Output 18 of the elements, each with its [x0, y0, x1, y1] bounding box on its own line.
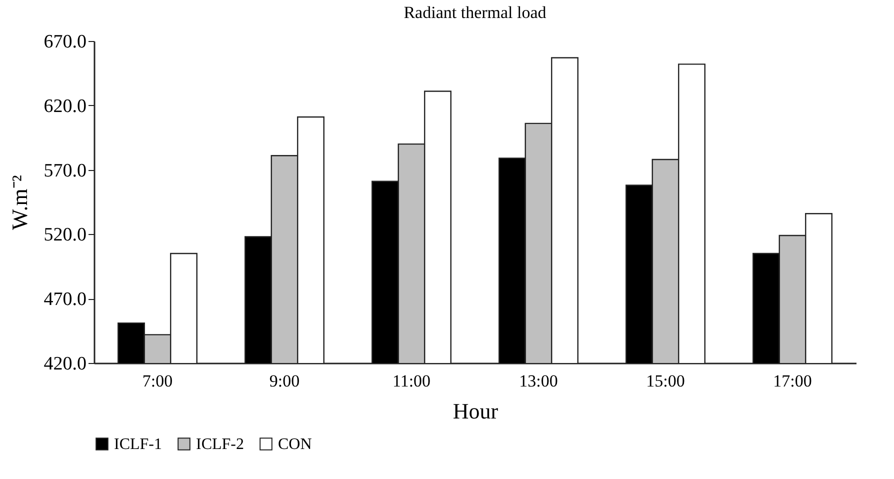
y-tick-label: 670.0 [44, 32, 86, 52]
y-tick-label: 470.0 [44, 289, 86, 310]
legend-label: ICLF-2 [196, 436, 244, 453]
chart-title: Radiant thermal load [404, 3, 547, 22]
y-tick-label: 520.0 [44, 224, 86, 246]
legend-label: CON [278, 436, 312, 453]
y-tick-label: 420.0 [44, 354, 86, 374]
y-axis-title: W.m⁻² [6, 174, 32, 230]
x-tick-label: 11:00 [392, 372, 431, 390]
y-tick-label: 570.0 [44, 160, 86, 182]
x-tick-label: 13:00 [519, 372, 558, 390]
y-tick-label: 620.0 [44, 96, 86, 117]
x-tick-label: 9:00 [269, 372, 300, 390]
x-axis-title: Hour [452, 398, 499, 424]
x-tick-label: 15:00 [646, 372, 685, 390]
x-tick-label: 7:00 [142, 372, 173, 390]
legend-label: ICLF-1 [114, 436, 162, 453]
x-tick-label: 17:00 [773, 372, 812, 390]
